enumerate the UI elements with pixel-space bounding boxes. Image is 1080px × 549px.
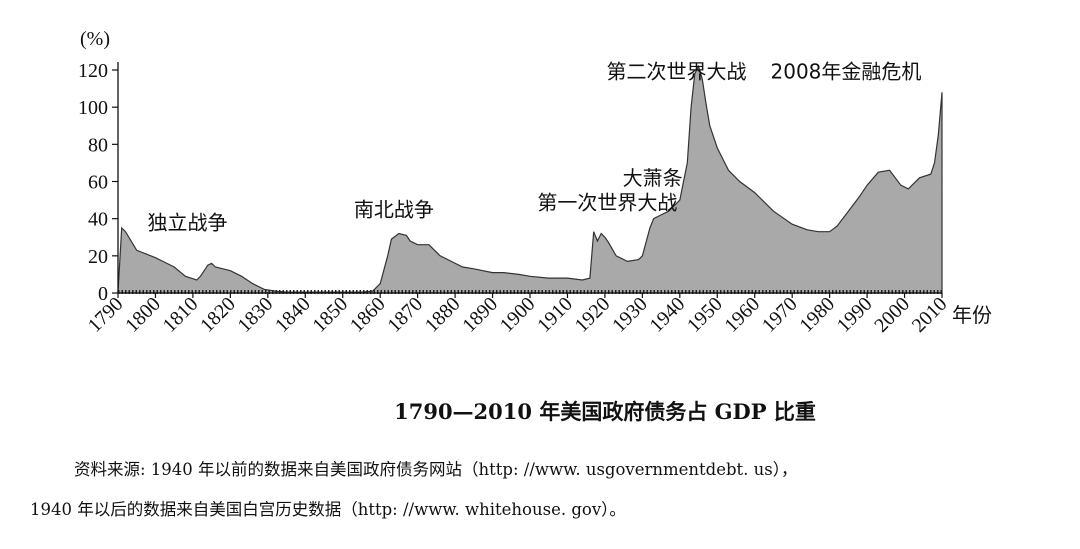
x-tick-label: 1930	[608, 293, 652, 337]
x-tick-label: 1860	[346, 293, 390, 337]
chart-caption: 1790—2010 年美国政府债务占 GDP 比重	[394, 399, 816, 424]
y-tick-label: 100	[78, 97, 108, 119]
x-tick-label: 1880	[421, 293, 465, 337]
y-tick-label: 0	[98, 283, 108, 305]
x-tick-label: 1790	[84, 293, 128, 337]
event-annotation: 大萧条	[623, 166, 683, 190]
y-tick-label: 60	[88, 172, 108, 194]
x-tick-label: 1910	[533, 293, 577, 337]
x-tick-label: 1850	[308, 293, 352, 337]
event-annotation: 独立战争	[147, 211, 227, 235]
event-annotation: 2008年金融危机	[771, 59, 922, 83]
x-axis: 1790180018101820183018401850186018701880…	[84, 292, 952, 337]
x-tick-label: 1820	[196, 293, 240, 337]
x-axis-unit: 年份	[952, 303, 992, 327]
x-tick-label: 1960	[720, 293, 764, 337]
x-tick-label: 1970	[758, 293, 802, 337]
source-note: 资料来源: 1940 年以前的数据来自美国政府债务网站（http: //www.…	[30, 450, 1070, 530]
x-tick-label: 1800	[121, 293, 165, 337]
event-annotation: 第二次世界大战	[607, 59, 747, 83]
y-tick-label: 20	[88, 246, 108, 268]
event-annotation: 第一次世界大战	[537, 191, 677, 215]
x-tick-label: 1870	[383, 293, 427, 337]
y-tick-label: 120	[78, 60, 108, 82]
x-tick-label: 1900	[496, 293, 540, 337]
x-tick-label: 1990	[833, 293, 877, 337]
y-axis-label: (%)	[80, 28, 110, 50]
x-tick-label: 1940	[646, 293, 690, 337]
x-tick-label: 1810	[159, 293, 203, 337]
x-tick-label: 1980	[795, 293, 839, 337]
source-line-1: 资料来源: 1940 年以前的数据来自美国政府债务网站（http: //www.…	[74, 460, 798, 479]
y-axis: 0 20 40 60 80 100 120	[78, 60, 119, 305]
x-tick-label: 2010	[908, 293, 952, 337]
x-tick-label: 1830	[234, 293, 278, 337]
source-line-2: 1940 年以后的数据来自美国白宫历史数据（http: //www. white…	[30, 500, 626, 519]
event-annotation: 南北战争	[354, 198, 434, 222]
y-tick-label: 40	[88, 209, 108, 231]
x-tick-label: 1920	[571, 293, 615, 337]
x-tick-label: 1840	[271, 293, 315, 337]
x-tick-label: 2000	[870, 293, 914, 337]
debt-area-chart: (%) 0 20 40 60 80 100 120 17901800181018201830…	[78, 28, 992, 337]
y-tick-label: 80	[88, 134, 108, 156]
x-tick-label: 1890	[458, 293, 502, 337]
plot-area	[117, 64, 943, 294]
debt-area	[117, 64, 943, 294]
x-tick-label: 1950	[683, 293, 727, 337]
